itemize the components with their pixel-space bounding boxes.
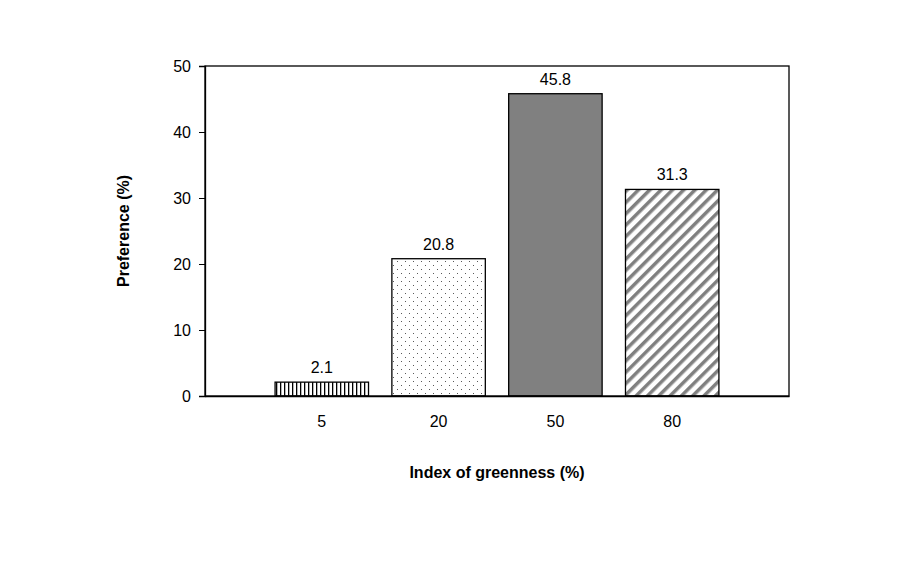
y-tick-label: 40 (173, 124, 191, 141)
x-axis-title: Index of greenness (%) (409, 464, 584, 481)
bar (509, 94, 602, 396)
x-tick: 20 (430, 413, 448, 430)
y-tick: 30 (173, 190, 205, 207)
y-tick-mark (199, 396, 205, 397)
y-tick-label: 0 (182, 388, 191, 405)
bar (392, 259, 485, 396)
y-tick: 10 (173, 322, 205, 339)
y-tick-label: 20 (173, 256, 191, 273)
y-axis-title: Preference (%) (115, 175, 132, 287)
y-tick-label: 50 (173, 58, 191, 75)
x-tick: 80 (663, 413, 681, 430)
data-label: 2.1 (311, 359, 333, 376)
y-tick: 0 (182, 388, 205, 405)
data-label: 20.8 (423, 236, 454, 253)
data-labels: 2.1 20.8 45.8 31.3 (311, 71, 688, 376)
y-tick: 20 (173, 256, 205, 273)
data-label: 31.3 (657, 166, 688, 183)
chart: 0 10 20 30 40 50 5 20 50 80 2.1 20.8 45.8 31.3 Index o… (0, 0, 900, 578)
bar (625, 189, 718, 396)
y-tick: 40 (173, 124, 205, 141)
y-axis-line (199, 67, 206, 397)
y-tick-mark (199, 330, 205, 331)
bar (275, 382, 368, 396)
y-tick-mark (199, 264, 205, 265)
data-label: 45.8 (540, 71, 571, 88)
x-tick-label: 20 (430, 413, 448, 430)
y-tick-label: 30 (173, 190, 191, 207)
x-tick-label: 5 (317, 413, 326, 430)
bars (275, 94, 719, 396)
x-axis-line (206, 396, 790, 397)
y-axis: 0 10 20 30 40 50 (173, 58, 205, 405)
x-tick: 5 (317, 413, 326, 430)
y-tick-mark (199, 198, 205, 199)
x-tick-label: 80 (663, 413, 681, 430)
y-tick-mark (199, 132, 205, 133)
x-tick: 50 (547, 413, 565, 430)
plot-frame (205, 66, 789, 396)
x-axis: 5 20 50 80 (206, 397, 790, 431)
y-tick: 50 (173, 58, 205, 75)
y-tick-mark (199, 66, 205, 67)
y-tick-label: 10 (173, 322, 191, 339)
x-tick-label: 50 (547, 413, 565, 430)
